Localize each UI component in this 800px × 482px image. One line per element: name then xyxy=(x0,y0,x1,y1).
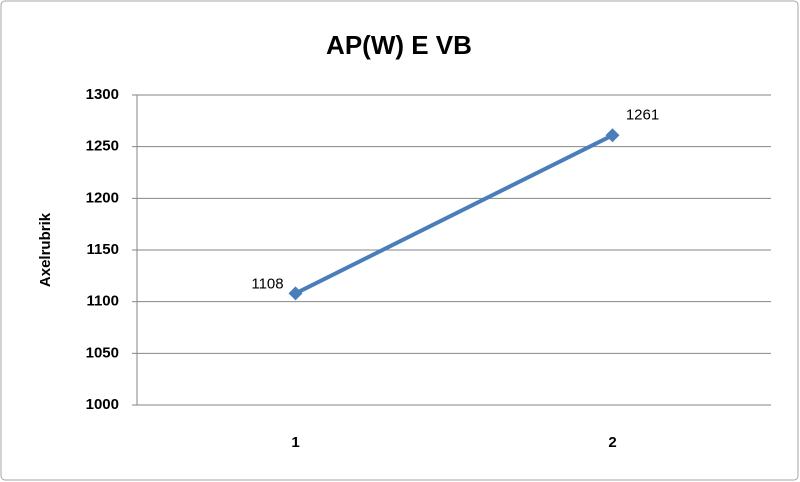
data-point xyxy=(605,128,620,143)
x-tick-label: 2 xyxy=(608,434,616,451)
y-tick-label: 1200 xyxy=(86,189,119,206)
data-point xyxy=(288,286,303,301)
series-line xyxy=(294,133,614,296)
y-tick-label: 1300 xyxy=(86,86,119,103)
data-label: 1261 xyxy=(626,106,659,123)
y-tick-label: 1250 xyxy=(86,138,119,155)
y-tick-label: 1050 xyxy=(86,344,119,361)
y-axis-title: Axelrubrik xyxy=(37,212,54,287)
y-tick-label: 1000 xyxy=(86,396,119,413)
chart-title: AP(W) E VB xyxy=(326,30,472,60)
y-tick-label: 1150 xyxy=(86,241,119,258)
y-tick-label: 1100 xyxy=(86,293,119,310)
x-tick-label: 1 xyxy=(291,434,299,451)
data-label: 1108 xyxy=(251,275,283,292)
